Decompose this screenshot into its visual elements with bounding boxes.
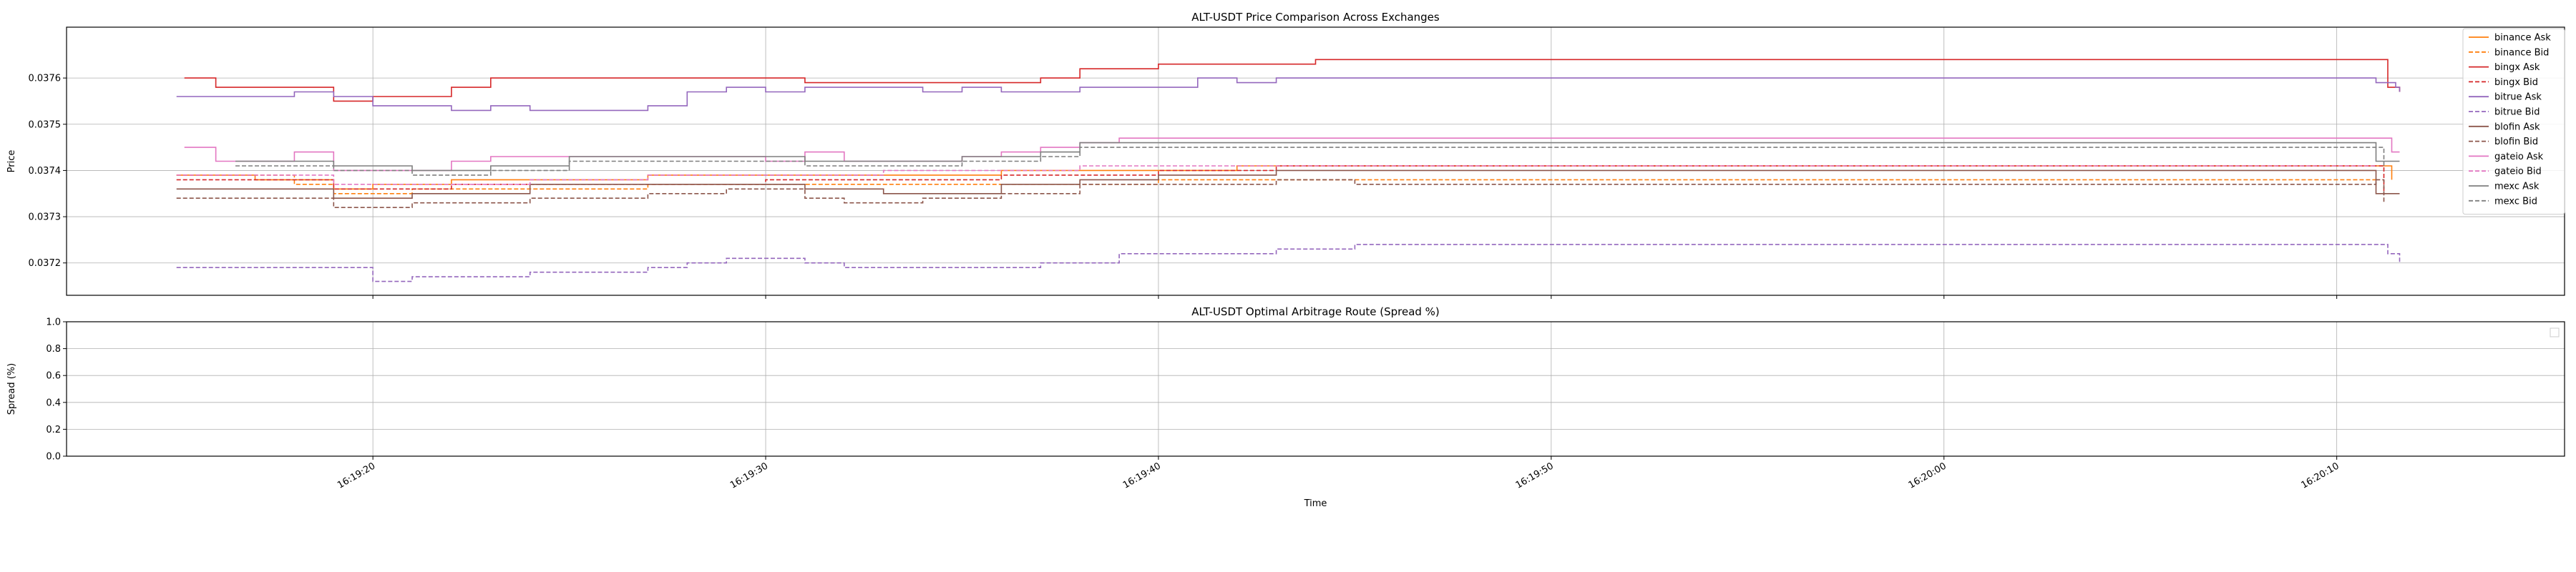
series-line-bitrue-bid (176, 244, 2401, 282)
series-line-bitrue-ask (176, 77, 2401, 112)
price-chart-title: ALT-USDT Price Comparison Across Exchang… (1191, 11, 1440, 24)
price-y-axis-label: Price (6, 150, 17, 173)
legend-label: gateio Bid (2494, 167, 2542, 177)
price-y-ticks: 0.0372 0.0373 0.0374 0.0375 0.0376 (29, 74, 67, 269)
price-comparison-chart: 0.0372 0.0373 0.0374 0.0375 0.0376 ALT-USDT … (6, 11, 2565, 299)
legend-label: bitrue Bid (2494, 107, 2540, 118)
spread-y-ticks: 0.0 0.2 0.4 0.6 0.8 1.0 (46, 317, 67, 463)
series-line-blofin-bid (176, 179, 2385, 208)
legend-label: blofin Ask (2494, 122, 2540, 132)
price-x-ticks (372, 295, 2338, 299)
spread-x-axis-label: Time (1304, 498, 1327, 509)
y-tick-label: 0.0374 (29, 166, 62, 177)
series-line-blofin-ask (176, 169, 2400, 199)
legend-label: mexc Ask (2494, 182, 2540, 192)
spread-plot-frame (66, 321, 2565, 457)
y-tick-label: 0.8 (46, 344, 61, 355)
y-tick-label: 0.6 (46, 371, 61, 382)
series-line-bingx-ask (184, 59, 2401, 102)
series-line-mexc-ask (235, 142, 2400, 172)
y-tick-label: 0.2 (46, 425, 61, 435)
spread-y-axis-label: Spread (%) (6, 363, 17, 415)
y-tick-label: 0.0 (46, 452, 61, 463)
spread-grid (67, 321, 2565, 457)
legend-label: binance Bid (2494, 47, 2549, 58)
price-legend: binance Ask binance Bid bingx Ask bingx Bid… (2462, 28, 2565, 215)
series-line-mexc-bid (235, 147, 2385, 176)
spread-empty-legend (2550, 327, 2560, 337)
price-series-lines (176, 59, 2401, 282)
legend-label: bingx Bid (2494, 77, 2538, 88)
legend-label: blofin Bid (2494, 137, 2538, 147)
legend-label: gateio Ask (2494, 152, 2544, 162)
legend-label: mexc Bid (2494, 196, 2537, 207)
legend-label: bitrue Ask (2494, 92, 2542, 103)
spread-chart-title: ALT-USDT Optimal Arbitrage Route (Spread… (1191, 305, 1440, 318)
y-tick-label: 0.4 (46, 398, 61, 408)
y-tick-label: 0.0372 (29, 258, 62, 269)
y-tick-label: 0.0375 (29, 119, 62, 130)
legend-label: binance Ask (2494, 33, 2551, 44)
legend-label: bingx Ask (2494, 62, 2540, 73)
legend-box (2462, 28, 2565, 215)
y-tick-label: 0.0373 (29, 212, 62, 223)
y-tick-label: 1.0 (46, 317, 61, 328)
y-tick-label: 0.0376 (29, 74, 62, 84)
